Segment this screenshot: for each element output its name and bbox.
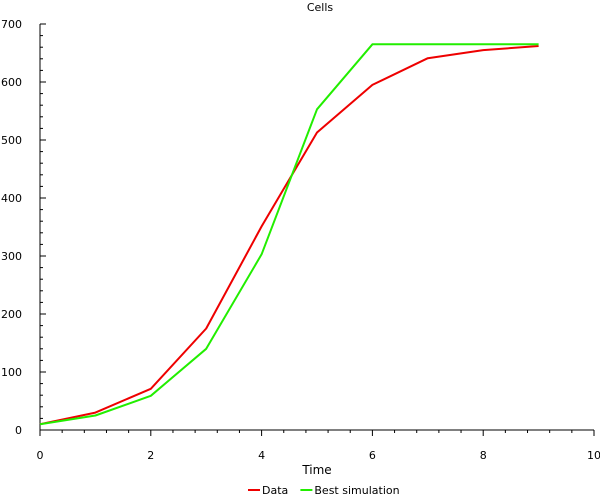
- legend-label: Data: [262, 484, 288, 497]
- y-tick-label: 400: [1, 192, 22, 205]
- x-tick-label: 8: [480, 449, 487, 462]
- x-tick-label: 10: [587, 449, 600, 462]
- chart-title: Cells: [307, 1, 334, 14]
- y-tick-label: 100: [1, 366, 22, 379]
- x-tick-label: 6: [369, 449, 376, 462]
- x-tick-label: 2: [147, 449, 154, 462]
- legend: Data Best simulation: [248, 484, 400, 497]
- legend-label: Best simulation: [314, 484, 399, 497]
- x-tick-label: 0: [37, 449, 44, 462]
- y-ticks: 0 100 200 300 400 500 600 700: [1, 18, 46, 437]
- series-line-data: [39, 45, 539, 426]
- y-tick-label: 600: [1, 76, 22, 89]
- series-line-best-simulation: [39, 43, 539, 426]
- y-tick-label: 200: [1, 308, 22, 321]
- y-tick-label: 300: [1, 250, 22, 263]
- x-ticks: 0 2 4 6 8 10: [37, 430, 600, 462]
- x-axis-label: Time: [301, 463, 331, 477]
- y-tick-label: 0: [15, 424, 22, 437]
- y-tick-label: 500: [1, 134, 22, 147]
- series-lines: [39, 43, 539, 426]
- y-tick-label: 700: [1, 18, 22, 31]
- x-tick-label: 4: [258, 449, 265, 462]
- axes: [39, 24, 594, 431]
